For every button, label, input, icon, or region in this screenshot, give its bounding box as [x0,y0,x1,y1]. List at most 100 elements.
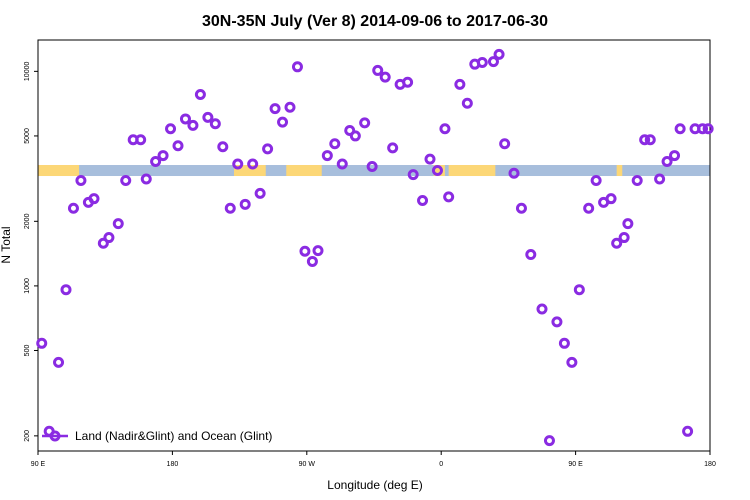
data-point [135,134,147,146]
data-point [443,191,455,203]
land-band-segment [448,165,496,177]
data-point [417,195,429,207]
data-point [402,76,414,88]
data-point [674,123,686,135]
y-tick-label: 2000 [24,213,31,229]
y-tick-label: 10000 [24,62,31,82]
data-point [387,142,399,154]
data-point [644,134,656,146]
y-tick-label: 1000 [24,278,31,294]
y-axis: 200 500 1000 2000 5000 10000 [24,62,38,442]
data-point [669,150,681,162]
data-point [573,284,585,296]
data-point [329,138,341,150]
x-tick-label: 0 [439,461,443,468]
y-tick-label: 500 [24,345,31,357]
data-point [366,161,378,173]
data-point [224,202,236,214]
data-point [499,138,511,150]
data-point [697,123,709,135]
data-point [372,64,384,76]
data-point [75,174,87,186]
land-band-segment [38,165,80,177]
y-tick-label: 200 [24,430,31,442]
data-point [202,111,214,123]
data-point [217,141,229,153]
data-points [36,48,714,447]
data-point [493,48,505,60]
data-point [291,61,303,73]
x-axis-label: Longitude (deg E) [327,478,422,492]
data-point [103,232,115,244]
data-point [112,218,124,230]
data-point [247,158,259,170]
data-point [344,125,356,137]
data-point [611,237,623,249]
data-point [336,158,348,170]
x-axis: 90 E 180 90 W 0 90 E 180 [31,451,716,468]
data-point [359,117,371,129]
data-point [661,156,673,168]
data-point [682,425,694,437]
data-point [515,202,527,214]
data-point [232,158,244,170]
data-point [590,174,602,186]
x-tick-label: 90 E [568,461,583,468]
data-point [269,103,281,115]
legend: Land (Nadir&Glint) and Ocean (Glint) [42,429,272,443]
x-tick-label: 90 E [31,461,46,468]
data-point [150,156,162,168]
data-point [165,123,177,135]
data-point [187,119,199,131]
y-tick-label: 5000 [24,128,31,144]
data-point [525,249,537,261]
data-point [702,123,714,135]
data-point [239,198,251,210]
data-point [349,130,361,142]
land-band-segment [234,165,266,177]
plot-frame [37,39,711,452]
legend-marker [49,430,61,442]
data-point [536,303,548,315]
data-point [618,232,630,244]
data-point [306,255,318,267]
data-point [194,89,206,101]
data-point [605,193,617,205]
data-point [407,169,419,181]
data-point [140,173,152,185]
data-point [157,150,169,162]
data-point [284,101,296,113]
data-point [172,140,184,152]
data-point [583,202,595,214]
data-point [454,78,466,90]
data-point [299,245,311,257]
data-point [277,116,289,128]
data-point [476,56,488,68]
x-tick-label: 180 [167,461,179,468]
data-point [36,337,48,349]
data-point [631,174,643,186]
data-point [566,356,578,368]
data-point [558,337,570,349]
x-tick-label: 90 W [299,461,316,468]
data-point [487,56,499,68]
data-point [262,143,274,155]
data-point [254,187,266,199]
y-axis-label: N Total [0,226,13,263]
data-point [543,435,555,447]
data-point [53,356,65,368]
data-point [551,316,563,328]
land-band-segment [286,165,322,177]
data-point [431,165,443,177]
data-point [312,245,324,257]
data-point [60,284,72,296]
data-point [321,150,333,162]
data-point [639,134,651,146]
land-band-segment [433,165,445,177]
chart-title: 30N-35N July (Ver 8) 2014-09-06 to 2017-… [202,13,548,30]
data-point [424,153,436,165]
data-point [654,173,666,185]
data-point [88,193,100,205]
data-point [508,167,520,179]
